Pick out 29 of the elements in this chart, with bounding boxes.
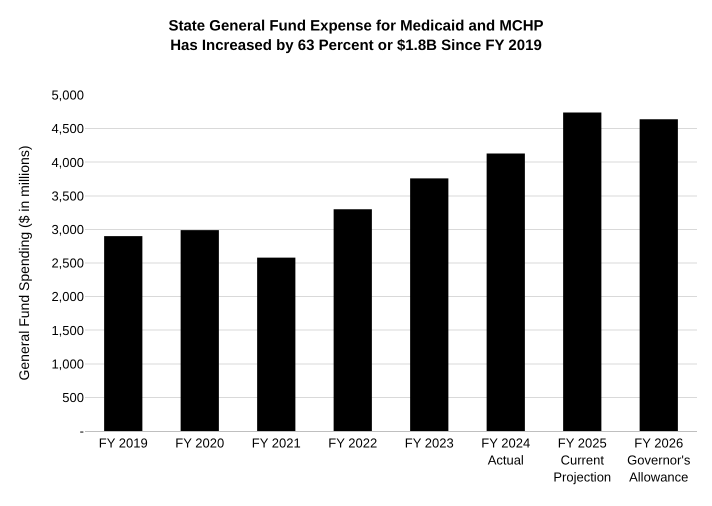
bar	[257, 258, 296, 431]
bar	[410, 178, 448, 431]
bar	[180, 230, 219, 431]
y-tick-label: 3,000	[51, 222, 84, 237]
y-tick-label: 1,500	[51, 322, 84, 338]
x-tick-label: FY 2024 Actual	[481, 436, 530, 468]
y-tick-label: 4,500	[51, 121, 84, 136]
y-tick-label: 500	[62, 390, 84, 405]
y-tick-label: -	[80, 424, 84, 439]
bar	[486, 153, 525, 431]
y-tick-label: 1,000	[51, 356, 84, 372]
bar	[334, 209, 372, 431]
bar	[563, 112, 602, 431]
chart-title: State General Fund Expense for Medicaid and MCHP Has Increased by 63 Percent or $1.8B Since FY 2019	[168, 17, 544, 54]
y-tick-label: 3,500	[51, 188, 84, 204]
y-tick-label: 2,000	[51, 289, 84, 304]
x-tick-label: FY 2021	[252, 436, 301, 451]
x-tick-label: FY 2026 Governor's Allowance	[627, 436, 691, 484]
x-tick-label: FY 2025 Current Projection	[553, 436, 612, 484]
y-tick-label: 5,000	[51, 88, 84, 103]
bar	[104, 236, 142, 431]
y-tick-label: 4,000	[51, 154, 84, 170]
x-tick-label: FY 2022	[328, 436, 378, 451]
bar	[640, 119, 678, 431]
y-tick-label: 2,500	[51, 256, 84, 271]
y-axis-title: General Fund Spending ($ in millions)	[16, 145, 32, 381]
x-tick-label: FY 2019	[98, 436, 148, 451]
x-tick-label: FY 2020	[175, 436, 224, 451]
x-tick-label: FY 2023	[404, 436, 454, 451]
